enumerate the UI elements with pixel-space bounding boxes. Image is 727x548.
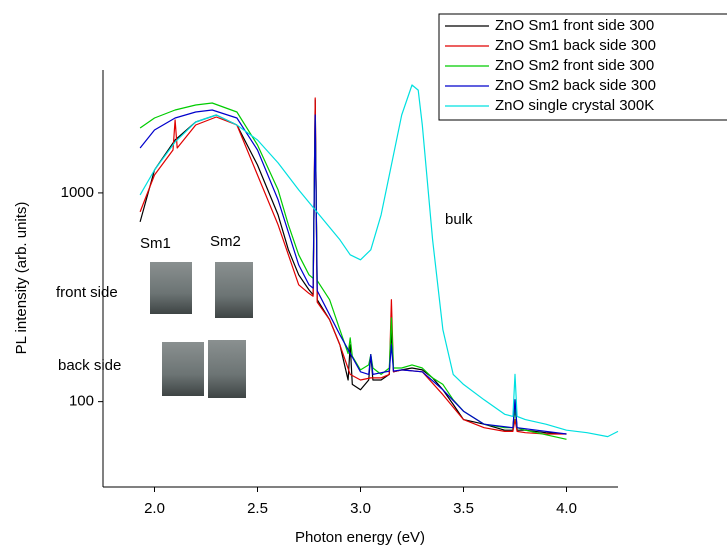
- x-tick-label: 4.0: [556, 500, 577, 517]
- legend-label: ZnO single crystal 300K: [495, 97, 654, 114]
- legend-label: ZnO Sm2 back side 300: [495, 77, 656, 94]
- photo: [150, 262, 192, 314]
- series-line: [139, 97, 567, 435]
- annotation: Sm1: [140, 235, 171, 252]
- annotation: back side: [58, 357, 121, 374]
- legend-box: [438, 13, 727, 121]
- annotation: Sm2: [210, 233, 241, 250]
- annotation: front side: [56, 284, 118, 301]
- x-tick-label: 2.0: [144, 500, 165, 517]
- legend-label: ZnO Sm2 front side 300: [495, 57, 654, 74]
- series-line: [139, 102, 567, 440]
- series-line: [139, 99, 567, 435]
- annotation: bulk: [445, 211, 473, 228]
- x-axis-label: Photon energy (eV): [295, 529, 425, 546]
- series-line: [139, 84, 619, 438]
- x-tick-label: 2.5: [247, 500, 268, 517]
- y-tick-label: 100: [69, 393, 94, 410]
- photo: [162, 342, 204, 396]
- x-tick-label: 3.0: [350, 500, 371, 517]
- legend-label: ZnO Sm1 back side 300: [495, 37, 656, 54]
- series-line: [139, 109, 567, 435]
- y-axis-label: PL intensity (arb. units): [13, 202, 30, 355]
- legend-label: ZnO Sm1 front side 300: [495, 17, 654, 34]
- photo: [208, 340, 246, 398]
- x-tick-label: 3.5: [453, 500, 474, 517]
- photo: [215, 262, 253, 318]
- y-tick-label: 1000: [61, 184, 94, 201]
